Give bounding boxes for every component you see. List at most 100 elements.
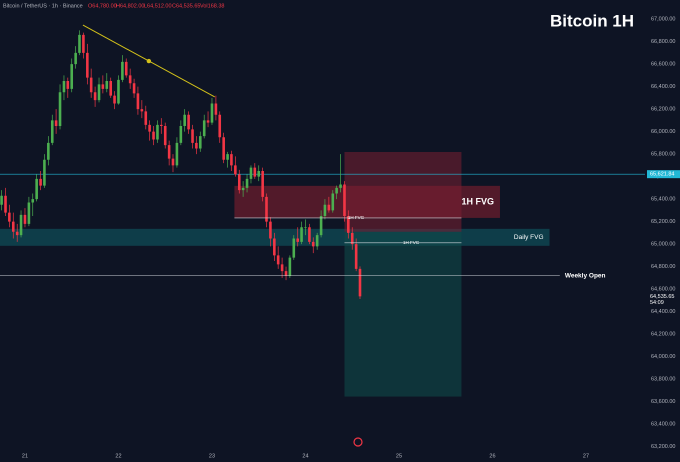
candle-body: [179, 126, 183, 143]
candle-body: [4, 195, 7, 213]
y-tick-label: 64,800.00: [651, 264, 675, 270]
candle-body: [323, 204, 327, 216]
candle-body: [58, 92, 62, 126]
candle-body: [292, 238, 296, 258]
candle-body: [93, 92, 97, 101]
candle-body: [62, 81, 66, 93]
candle-body: [175, 142, 179, 166]
candle-body: [319, 216, 323, 236]
candle-body: [241, 187, 245, 191]
candle-body: [163, 126, 167, 146]
candle-body: [339, 184, 342, 188]
candle-body: [347, 216, 350, 233]
y-tick-label: 64,600.00: [651, 287, 675, 293]
candle-body: [156, 124, 159, 140]
candle-body: [167, 145, 171, 159]
candle-body: [288, 257, 292, 276]
volume-label: Vol168.38: [200, 3, 224, 9]
candle-body: [8, 212, 11, 222]
y-tick-label: 66,000.00: [651, 129, 675, 135]
y-tick-label: 65,000.00: [651, 242, 675, 248]
candle-body: [117, 79, 120, 104]
candle-body: [15, 231, 19, 236]
y-tick-label: 63,200.00: [651, 444, 675, 450]
candle-body: [148, 124, 151, 132]
candle-body: [152, 131, 155, 140]
candle-body: [331, 193, 335, 211]
x-tick-label: 27: [583, 453, 589, 459]
ohlc-label: C64,535.65: [172, 3, 200, 9]
y-tick-label: 67,000.00: [651, 17, 675, 23]
ohlc-label: O64,780.00: [88, 3, 117, 9]
level-label: 1H FVG: [348, 215, 365, 220]
candle-body: [171, 158, 175, 166]
candle-body: [343, 184, 346, 216]
candle-body: [191, 129, 194, 143]
candle-body: [105, 81, 109, 89]
zones-layer: [0, 151, 645, 397]
candle-body: [50, 120, 54, 143]
candle-body: [66, 81, 70, 89]
candle-body: [222, 137, 225, 160]
ohlc-label: L64,512.00: [144, 3, 172, 9]
last-price-tag: [647, 292, 680, 307]
candles-layer: [0, 30, 362, 300]
y-tick-label: 65,800.00: [651, 152, 675, 158]
zone-label: 1H FVG: [461, 196, 494, 206]
candle-body: [335, 187, 338, 194]
y-tick-label: 63,400.00: [651, 422, 675, 428]
candle-body: [86, 52, 89, 78]
candle-body: [245, 178, 249, 188]
candle-body: [210, 103, 214, 123]
countdown-label: 54:09: [650, 300, 664, 306]
candle-body: [206, 120, 210, 123]
candle-body: [284, 271, 288, 276]
last-price-label: 64,535.65: [650, 294, 674, 300]
candle-body: [202, 120, 206, 137]
price-line-label: 65,621.84: [650, 172, 674, 178]
chart-title: Bitcoin 1H: [550, 11, 634, 30]
candle-body: [144, 111, 148, 125]
symbol: Bitcoin / TetherUS · 1h · Binance: [3, 3, 83, 9]
candle-body: [280, 264, 284, 272]
y-tick-label: 65,400.00: [651, 197, 675, 203]
candle-body: [311, 241, 315, 247]
candle-body: [70, 64, 74, 89]
x-tick-label: 22: [115, 453, 121, 459]
candle-body: [183, 114, 186, 126]
event-icon[interactable]: [353, 437, 363, 447]
candle-body: [82, 34, 85, 53]
candle-body: [187, 114, 190, 130]
candle-body: [97, 84, 101, 101]
level-label: Weekly Open: [565, 272, 606, 279]
y-tick-label: 64,400.00: [651, 309, 675, 315]
candle-body: [159, 124, 163, 126]
candle-body: [257, 171, 261, 177]
candle-body: [124, 61, 128, 76]
candle-body: [136, 93, 140, 110]
candle-body: [218, 114, 222, 138]
candle-body: [43, 159, 46, 186]
y-tick-label: 66,800.00: [651, 39, 675, 45]
x-tick-label: 25: [396, 453, 402, 459]
y-tick-label: 65,200.00: [651, 219, 675, 225]
level-label: 1H FVG: [403, 240, 420, 245]
candle-body: [101, 84, 105, 89]
y-tick-label: 63,600.00: [651, 399, 675, 405]
candle-body: [230, 154, 233, 166]
candle-body: [27, 202, 31, 224]
candle-body: [128, 75, 132, 84]
overlay-layer: 1H FVG Daily FVG 1H FVG 1H FVG Weekly Open: [0, 24, 606, 279]
candle-body: [261, 171, 264, 197]
x-tick-label: 26: [489, 453, 495, 459]
candle-body: [0, 195, 3, 205]
candle-body: [11, 221, 15, 232]
candle-body: [327, 204, 331, 211]
candle-body: [140, 109, 144, 112]
candle-body: [74, 52, 77, 65]
candle-body: [19, 214, 23, 236]
candle-body: [89, 77, 93, 93]
candle-body: [23, 214, 27, 224]
